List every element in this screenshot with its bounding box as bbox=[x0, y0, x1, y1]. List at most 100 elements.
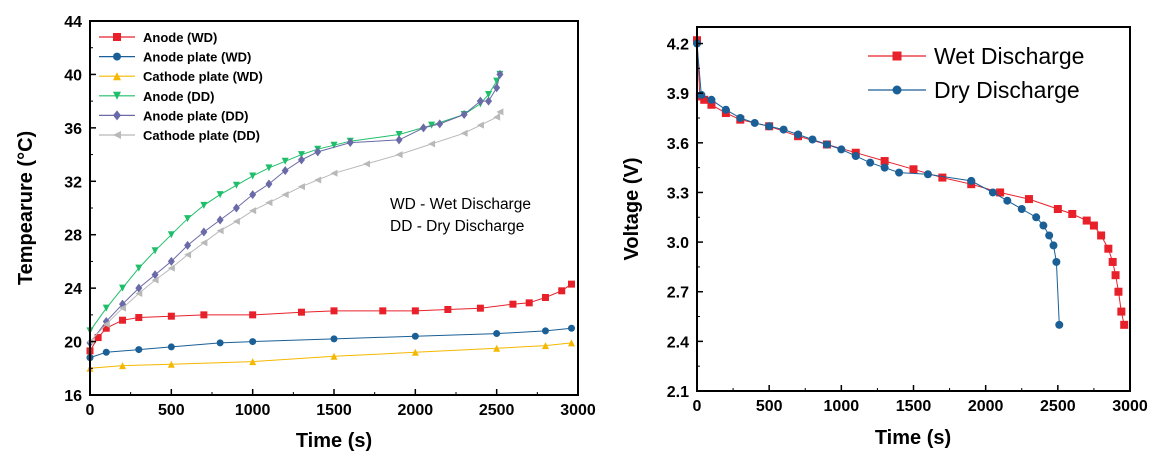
data-point-cathode-plate-dd bbox=[297, 183, 305, 191]
legend-item-anode-wd: Anode (WD) bbox=[99, 30, 217, 45]
data-point-anode-dd bbox=[184, 215, 192, 223]
data-point-anode-plate-dd bbox=[151, 270, 159, 280]
legend-marker bbox=[113, 33, 121, 41]
data-point-cathode-plate-dd bbox=[135, 289, 143, 297]
legend-label: Anode (WD) bbox=[143, 30, 217, 45]
data-point-dry-discharge bbox=[1045, 231, 1054, 240]
data-point-wet-discharge bbox=[880, 157, 889, 166]
data-point-dry-discharge bbox=[895, 168, 904, 177]
data-point-dry-discharge bbox=[765, 122, 774, 131]
x-tick-label: 2000 bbox=[398, 402, 434, 419]
data-point-cathode-plate-dd bbox=[395, 151, 403, 159]
series-cathode-plate-wd bbox=[86, 339, 575, 372]
data-point-anode-wd bbox=[558, 287, 566, 295]
data-point-dry-discharge bbox=[808, 135, 817, 144]
legend-marker bbox=[113, 131, 121, 139]
legend-label: Anode plate (DD) bbox=[143, 108, 248, 123]
data-point-cathode-plate-dd bbox=[363, 160, 371, 168]
data-point-anode-plate-wd bbox=[493, 330, 501, 338]
temperature-ticks: 0 500 1000 1500 2000 2500 3000 16 20 24 28 32 36 40 44 bbox=[64, 14, 596, 419]
data-point-cathode-plate-dd bbox=[102, 320, 110, 328]
legend-item-wet-discharge: Wet Discharge bbox=[868, 43, 1084, 69]
series-line-anode-wd bbox=[89, 283, 572, 352]
series-anode-plate-wd bbox=[86, 324, 575, 362]
data-point-cathode-plate-wd bbox=[567, 339, 575, 347]
data-point-anode-plate-dd bbox=[476, 96, 484, 106]
data-point-cathode-plate-wd bbox=[119, 362, 127, 370]
data-point-anode-plate-dd bbox=[200, 227, 208, 237]
data-point-anode-plate-wd bbox=[167, 343, 175, 351]
data-point-anode-wd bbox=[249, 311, 257, 319]
y-tick-label: 16 bbox=[64, 388, 82, 405]
data-point-anode-dd bbox=[297, 151, 305, 159]
voltage-y-axis-title: Voltage (V) bbox=[621, 158, 643, 261]
data-point-cathode-plate-wd bbox=[493, 344, 501, 352]
data-point-cathode-plate-dd bbox=[249, 207, 257, 215]
y-tick-label: 2.1 bbox=[667, 384, 689, 401]
y-tick-label: 32 bbox=[64, 174, 82, 191]
data-point-anode-wd bbox=[541, 293, 549, 301]
x-tick-label: 500 bbox=[756, 398, 783, 415]
data-point-anode-dd bbox=[281, 157, 289, 165]
legend-item-anode-plate-dd: Anode plate (DD) bbox=[99, 108, 248, 123]
legend-marker bbox=[892, 51, 902, 61]
data-point-anode-plate-dd bbox=[216, 215, 224, 225]
data-point-anode-dd bbox=[265, 164, 273, 172]
y-tick-label: 2.7 bbox=[667, 285, 689, 302]
data-point-anode-plate-dd bbox=[314, 147, 322, 157]
data-point-anode-plate-dd bbox=[265, 179, 273, 189]
data-point-anode-wd bbox=[297, 308, 305, 316]
data-point-dry-discharge bbox=[750, 118, 759, 127]
x-tick-label: 1000 bbox=[824, 398, 860, 415]
temperature-x-axis-title: Time (s) bbox=[296, 430, 372, 452]
x-tick-label: 500 bbox=[158, 402, 185, 419]
data-point-dry-discharge bbox=[1032, 213, 1041, 222]
legend-item-dry-discharge: Dry Discharge bbox=[868, 77, 1080, 103]
y-tick-label: 3.3 bbox=[667, 185, 689, 202]
y-tick-label: 3.0 bbox=[667, 235, 689, 252]
x-tick-label: 0 bbox=[86, 402, 95, 419]
data-point-anode-dd bbox=[232, 181, 240, 189]
legend-item-anode-dd: Anode (DD) bbox=[99, 89, 215, 104]
data-point-wet-discharge bbox=[1097, 231, 1106, 240]
data-point-cathode-plate-dd bbox=[184, 251, 192, 259]
series-anode-wd bbox=[86, 280, 575, 355]
data-point-anode-wd bbox=[330, 307, 338, 315]
data-point-anode-wd bbox=[411, 307, 419, 315]
data-point-anode-dd bbox=[249, 172, 257, 180]
data-point-anode-plate-dd bbox=[485, 96, 493, 106]
data-point-dry-discharge bbox=[837, 145, 846, 154]
data-point-anode-wd bbox=[567, 280, 575, 288]
temperature-y-axis-title: Tempearure (°C) bbox=[15, 131, 37, 285]
x-tick-label: 3000 bbox=[1112, 398, 1148, 415]
data-point-dry-discharge bbox=[866, 158, 875, 167]
data-point-wet-discharge bbox=[1068, 209, 1077, 218]
data-point-anode-wd bbox=[379, 307, 387, 315]
data-point-dry-discharge bbox=[880, 163, 889, 172]
data-point-anode-wd bbox=[135, 314, 143, 322]
data-point-anode-dd bbox=[200, 201, 208, 209]
temperature-chart: 0 500 1000 1500 2000 2500 3000 16 20 24 28 32 36 40 44… bbox=[15, 14, 596, 452]
data-point-dry-discharge bbox=[988, 188, 997, 197]
data-point-dry-discharge bbox=[1052, 257, 1061, 266]
legend-label: Dry Discharge bbox=[934, 77, 1080, 103]
data-point-anode-plate-dd bbox=[346, 138, 354, 148]
data-point-dry-discharge bbox=[851, 152, 860, 161]
data-point-anode-dd bbox=[135, 264, 143, 272]
data-point-wet-discharge bbox=[1108, 257, 1117, 266]
data-point-cathode-plate-wd bbox=[541, 342, 549, 350]
data-point-wet-discharge bbox=[1120, 320, 1129, 329]
data-point-anode-dd bbox=[395, 131, 403, 139]
data-point-dry-discharge bbox=[779, 125, 788, 134]
legend-label: Cathode plate (DD) bbox=[143, 128, 260, 143]
y-tick-label: 24 bbox=[64, 281, 82, 298]
legend-marker bbox=[113, 52, 121, 61]
data-point-anode-plate-dd bbox=[297, 155, 305, 165]
data-point-wet-discharge bbox=[1082, 216, 1091, 225]
legend-marker bbox=[113, 91, 121, 100]
legend-label: Anode (DD) bbox=[143, 89, 215, 104]
data-point-anode-plate-wd bbox=[411, 332, 419, 340]
data-point-anode-wd bbox=[119, 316, 127, 324]
data-point-anode-dd bbox=[102, 304, 110, 312]
data-point-anode-plate-wd bbox=[541, 327, 549, 335]
